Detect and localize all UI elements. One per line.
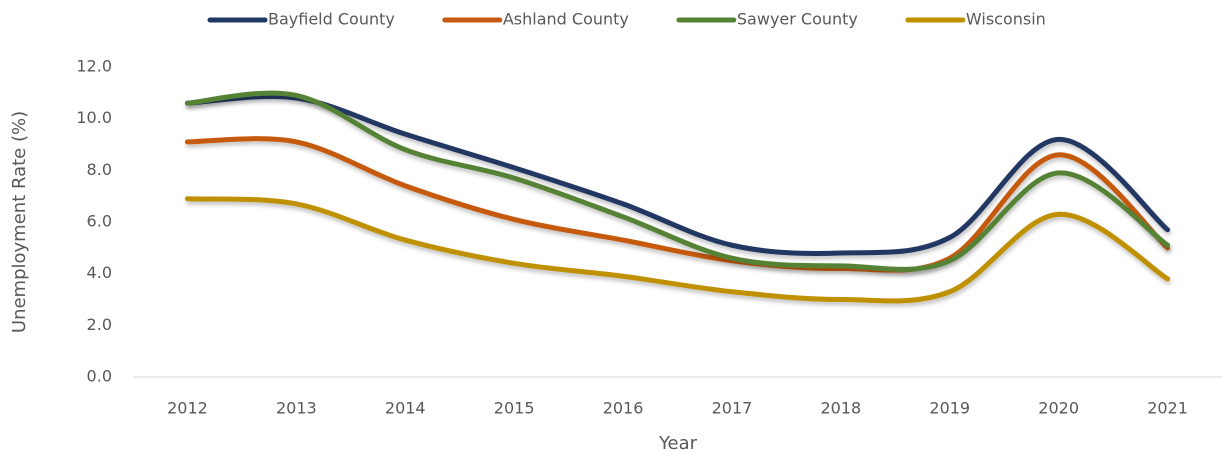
y-tick-label: 8.0 — [87, 160, 112, 179]
legend-label: Ashland County — [503, 10, 629, 29]
x-tick-label: 2019 — [929, 399, 970, 418]
series-line — [184, 196, 1171, 304]
series-line — [184, 136, 1171, 273]
legend-label: Wisconsin — [966, 10, 1046, 29]
y-tick-label: 0.0 — [87, 367, 112, 386]
y-tick-label: 10.0 — [76, 108, 112, 127]
x-tick-label: 2018 — [820, 399, 861, 418]
y-axis-title: Unemployment Rate (%) — [9, 111, 30, 333]
y-tick-label: 2.0 — [87, 315, 112, 334]
x-tick-label: 2017 — [712, 399, 753, 418]
x-tick-label: 2016 — [603, 399, 644, 418]
series-line — [184, 93, 1171, 256]
x-tick-label: 2013 — [276, 399, 317, 418]
series-line — [184, 90, 1171, 272]
y-tick-label: 6.0 — [87, 212, 112, 231]
x-tick-label: 2012 — [167, 399, 208, 418]
x-tick-label: 2020 — [1038, 399, 1079, 418]
x-tick-label: 2015 — [494, 399, 535, 418]
legend-label: Sawyer County — [737, 10, 858, 29]
x-tick-label: 2021 — [1147, 399, 1188, 418]
y-tick-label: 4.0 — [87, 263, 112, 282]
legend-label: Bayfield County — [268, 10, 395, 29]
x-tick-label: 2014 — [385, 399, 426, 418]
y-tick-label: 12.0 — [76, 57, 112, 76]
x-axis-title: Year — [658, 433, 698, 454]
